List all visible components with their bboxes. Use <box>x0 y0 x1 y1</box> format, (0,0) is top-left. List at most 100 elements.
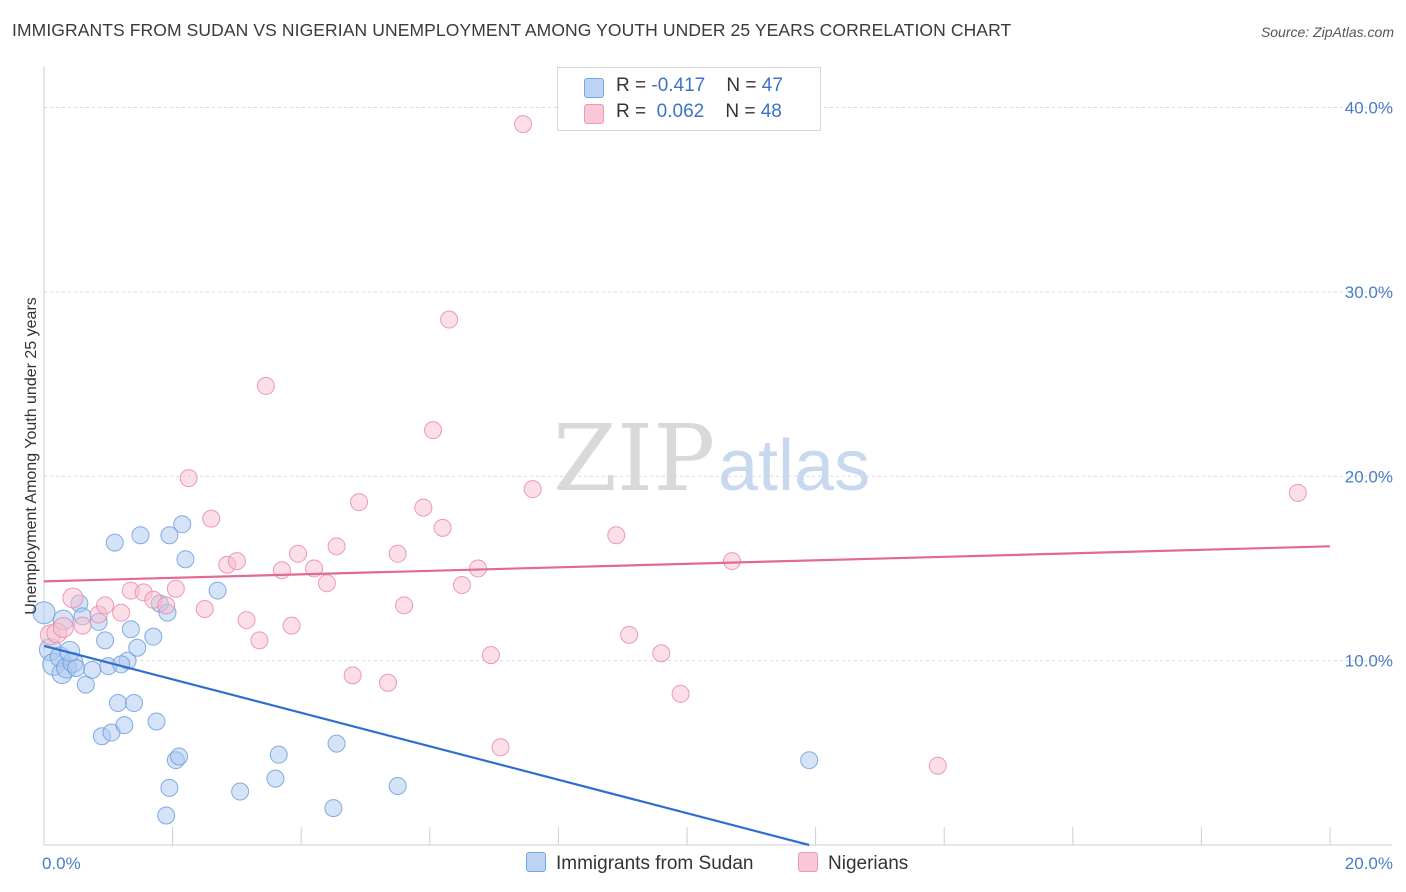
point-sudan-31 <box>160 778 179 797</box>
point-nigerian-27 <box>343 666 362 685</box>
point-sudan-34 <box>170 747 189 766</box>
point-sudan-36 <box>176 550 195 569</box>
y-axis-label: Unemployment Among Youth under 25 years <box>23 297 40 615</box>
point-sudan-39 <box>266 769 285 788</box>
point-nigerian-36 <box>452 576 471 595</box>
point-sudan-37 <box>208 581 227 600</box>
point-sudan-27 <box>147 712 166 731</box>
point-sudan-45 <box>59 640 81 662</box>
point-sudan-19 <box>108 694 127 713</box>
legend-r-label: R = <box>616 75 652 96</box>
bottom-legend-nigerian: Nigerians <box>798 852 908 875</box>
point-sudan-20 <box>115 716 134 735</box>
point-sudan-26 <box>144 627 163 646</box>
point-nigerian-19 <box>250 631 269 650</box>
point-nigerian-35 <box>440 310 459 329</box>
point-sudan-22 <box>121 620 140 639</box>
watermark-zip: ZIP <box>553 405 715 512</box>
point-nigerian-38 <box>481 646 500 665</box>
y-tick-labels: 10.0% 20.0% 30.0% 40.0% <box>1345 99 1393 671</box>
legend-r-label: R = <box>616 101 652 122</box>
point-sudan-44 <box>800 751 819 770</box>
point-nigerian-29 <box>379 673 398 692</box>
point-nigerian-22 <box>282 616 301 635</box>
point-nigerian-13 <box>179 469 198 488</box>
chart-title: IMMIGRANTS FROM SUDAN VS NIGERIAN UNEMPL… <box>12 20 1012 40</box>
point-sudan-29 <box>157 806 176 825</box>
legend-swatch-nigerian <box>584 104 604 124</box>
legend-swatch-sudan <box>584 78 604 98</box>
legend-n-value-nigerian: 48 <box>760 101 782 122</box>
point-nigerian-45 <box>671 684 690 703</box>
point-nigerian-46 <box>723 552 742 571</box>
x-tick-labels: 0.0% 20.0% <box>42 854 1393 873</box>
point-nigerian-24 <box>305 559 324 578</box>
trend-line-sudan <box>43 644 810 847</box>
point-nigerian-26 <box>327 537 346 556</box>
point-nigerian-12 <box>166 579 185 598</box>
legend-r-value-sudan: -0.417 <box>651 75 706 96</box>
point-sudan-41 <box>324 799 343 818</box>
point-nigerian-44 <box>652 644 671 663</box>
point-nigerian-14 <box>195 600 214 618</box>
point-sudan-15 <box>96 631 115 650</box>
x-tick-label-1: 20.0% <box>1345 854 1393 873</box>
point-sudan-40 <box>269 745 288 764</box>
bottom-legend-sudan: Immigrants from Sudan <box>526 852 753 875</box>
point-nigerian-48 <box>1288 483 1307 502</box>
axes <box>43 66 1392 846</box>
point-nigerian-20 <box>256 376 275 395</box>
point-sudan-43 <box>388 777 407 795</box>
bottom-legend-label-nigerian: Nigerians <box>828 853 909 874</box>
point-nigerian-47 <box>928 756 947 775</box>
point-sudan-23 <box>125 694 144 713</box>
correlation-legend: R = -0.417 N = 47 R = 0.062 N = 48 <box>557 67 821 131</box>
y-tick-label-3: 40.0% <box>1345 99 1393 118</box>
point-nigerian-34 <box>433 518 452 537</box>
point-nigerian-39 <box>491 738 510 757</box>
point-nigerian-28 <box>350 493 369 512</box>
point-nigerian-3 <box>62 587 84 609</box>
source-label: Source: ZipAtlas.com <box>1260 24 1394 40</box>
point-sudan-24 <box>128 638 147 657</box>
point-nigerian-23 <box>288 544 307 563</box>
point-nigerian-31 <box>395 596 414 615</box>
point-sudan-0 <box>32 601 56 625</box>
point-sudan-18 <box>105 533 124 552</box>
point-sudan-32 <box>160 526 179 545</box>
grid-lines <box>44 107 1392 662</box>
point-nigerian-6 <box>96 596 115 615</box>
point-nigerian-33 <box>424 421 443 440</box>
point-sudan-38 <box>231 782 250 801</box>
trend-line-nigerian <box>43 545 1331 583</box>
point-sudan-35 <box>173 515 192 534</box>
point-nigerian-11 <box>157 596 176 615</box>
bottom-legend-label-sudan: Immigrants from Sudan <box>556 853 754 874</box>
point-sudan-42 <box>327 734 346 753</box>
point-nigerian-32 <box>414 498 433 517</box>
trend-lines <box>43 545 1331 847</box>
y-tick-label-1: 20.0% <box>1345 467 1393 486</box>
watermark-atlas: atlas <box>718 426 870 506</box>
bottom-legend-swatch-nigerian <box>798 852 818 872</box>
legend-n-label: N = <box>726 75 762 96</box>
y-tick-label-2: 30.0% <box>1345 283 1393 302</box>
point-nigerian-7 <box>112 603 131 622</box>
legend-n-value-sudan: 47 <box>761 75 783 96</box>
point-sudan-8 <box>67 659 86 677</box>
point-sudan-12 <box>83 660 102 679</box>
series-sudan-points <box>32 515 819 825</box>
point-nigerian-2 <box>52 616 74 638</box>
point-nigerian-4 <box>73 616 92 635</box>
point-nigerian-43 <box>620 625 639 644</box>
y-tick-label-0: 10.0% <box>1345 652 1393 671</box>
point-nigerian-25 <box>317 574 336 593</box>
point-nigerian-17 <box>227 552 246 571</box>
point-nigerian-15 <box>202 509 221 528</box>
point-nigerian-42 <box>607 526 626 545</box>
watermark: ZIP atlas <box>553 405 870 512</box>
point-nigerian-40 <box>514 115 533 134</box>
legend-n-label: N = <box>725 101 761 122</box>
x-tick-label-0: 0.0% <box>42 854 81 873</box>
